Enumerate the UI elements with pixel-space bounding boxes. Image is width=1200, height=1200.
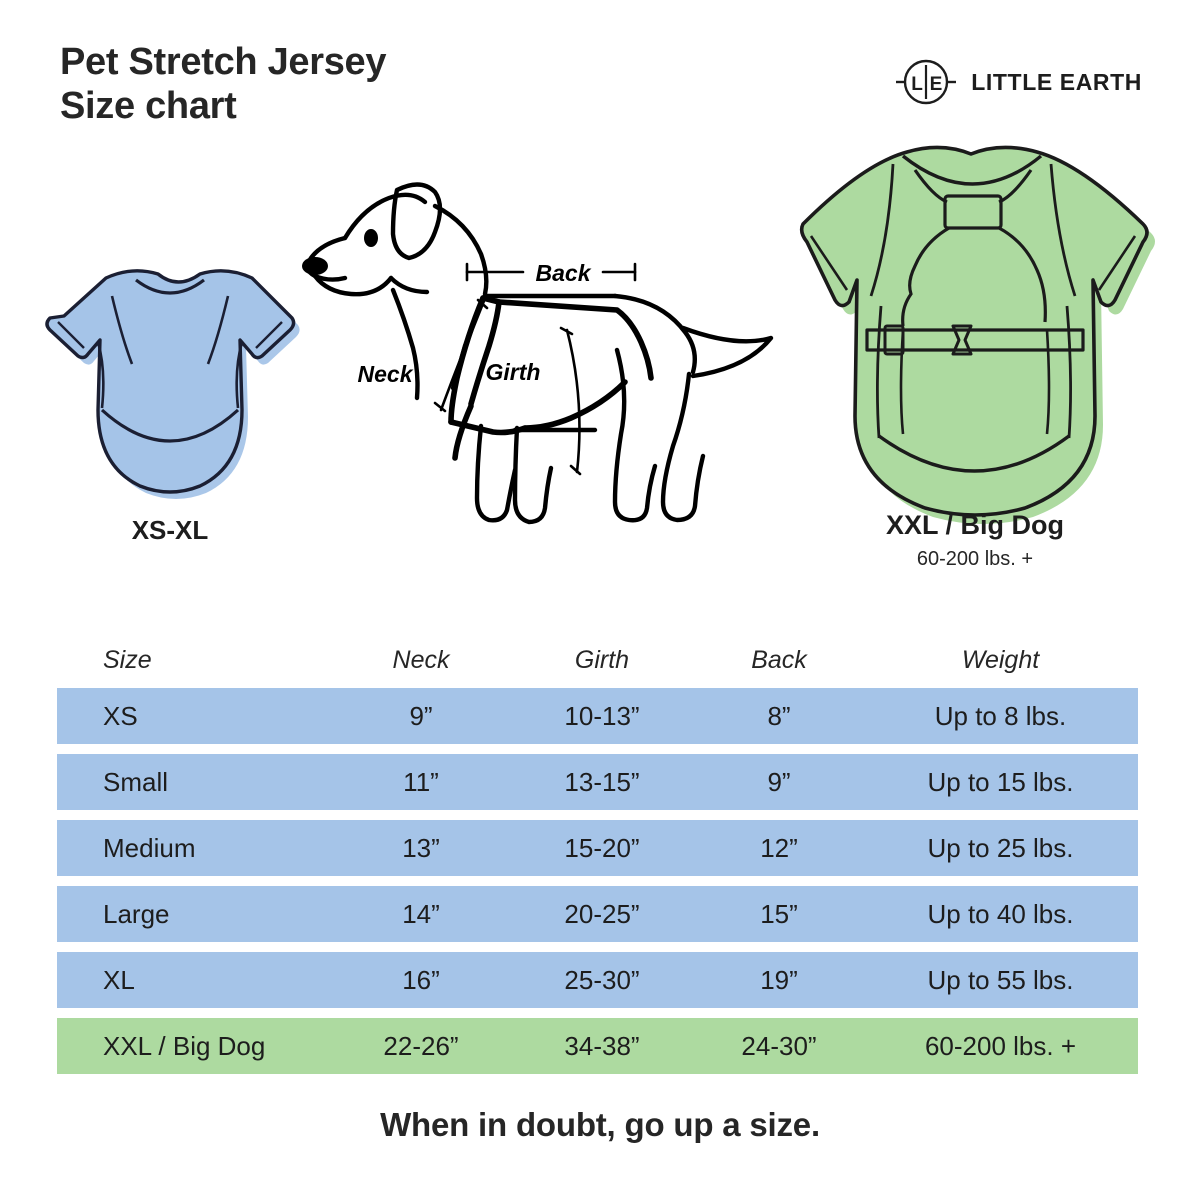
brand-name: LITTLE EARTH xyxy=(971,68,1142,95)
column-header-back: Back xyxy=(751,645,807,674)
cell-back: 12” xyxy=(760,832,798,863)
cell-weight: Up to 55 lbs. xyxy=(927,964,1074,995)
column-header-neck: Neck xyxy=(392,645,450,674)
cell-back: 9” xyxy=(767,766,791,797)
cell-back: 8” xyxy=(767,700,791,731)
caption-xxl: XXL / Big Dog xyxy=(885,510,1064,540)
dog-eye-icon xyxy=(364,229,378,247)
cell-neck: 9” xyxy=(409,700,433,731)
neck-label: Neck xyxy=(358,361,414,387)
cell-weight: Up to 15 lbs. xyxy=(927,766,1074,797)
cell-back: 19” xyxy=(760,964,798,995)
cell-weight: Up to 40 lbs. xyxy=(927,898,1074,929)
cell-girth: 20-25” xyxy=(564,898,640,929)
back-label: Back xyxy=(536,260,592,286)
table-row: XL 16” 25-30” 19” Up to 55 lbs. xyxy=(57,952,1138,1008)
cell-size: Large xyxy=(103,898,170,929)
cell-back: 15” xyxy=(760,898,798,929)
table-row: XS 9” 10-13” 8” Up to 8 lbs. xyxy=(57,688,1138,744)
header: Pet Stretch Jersey Size chart L E LITTLE… xyxy=(0,0,1200,150)
footer-note: When in doubt, go up a size. xyxy=(380,1106,820,1143)
cell-neck: 13” xyxy=(402,832,440,863)
table-row: Large 14” 20-25” 15” Up to 40 lbs. xyxy=(57,886,1138,942)
cell-weight: 60-200 lbs. + xyxy=(924,1030,1077,1061)
cell-girth: 13-15” xyxy=(564,766,640,797)
caption-xs-xl: XS-XL xyxy=(131,515,209,545)
cell-neck: 16” xyxy=(402,964,440,995)
table-row: Medium 13” 15-20” 12” Up to 25 lbs. xyxy=(57,820,1138,876)
column-header-girth: Girth xyxy=(574,645,630,674)
pet-jersey-blue-icon xyxy=(40,260,300,510)
circle-le-monogram-icon: L E xyxy=(895,58,957,106)
harness-neck-buckle-icon xyxy=(943,194,1003,230)
cell-size: XXL / Big Dog xyxy=(103,1030,266,1061)
cell-size: XL xyxy=(103,964,135,995)
cell-size: Small xyxy=(103,766,169,797)
brand-mark-letter-l: L xyxy=(911,74,923,95)
dog-measurement-diagram-icon: Neck Girth Back xyxy=(285,150,805,550)
harness-belt-buckle-icon xyxy=(951,324,973,356)
column-header-size: Size xyxy=(103,645,152,674)
cell-size: Medium xyxy=(103,832,196,863)
table-row: XXL / Big Dog 22-26” 34-38” 24-30” 60-20… xyxy=(57,1018,1138,1074)
cell-neck: 14” xyxy=(402,898,440,929)
brand-logo: L E LITTLE EARTH xyxy=(895,58,1142,106)
table-header-row: Size Neck Girth Back Weight xyxy=(57,632,1138,688)
girth-measure-line xyxy=(565,328,581,474)
page-title: Pet Stretch Jersey Size chart xyxy=(60,41,387,128)
cell-weight: Up to 8 lbs. xyxy=(934,700,1067,731)
cell-girth: 34-38” xyxy=(564,1030,640,1061)
cell-girth: 10-13” xyxy=(564,700,640,731)
column-header-weight: Weight xyxy=(961,645,1040,674)
size-table: Size Neck Girth Back Weight XS 9” 10-13”… xyxy=(57,632,1138,1084)
girth-label: Girth xyxy=(486,359,541,385)
cell-weight: Up to 25 lbs. xyxy=(927,832,1074,863)
neck-measure-line xyxy=(439,300,485,412)
cell-girth: 15-20” xyxy=(564,832,640,863)
illustration-row: XS-XL xyxy=(0,130,1200,600)
pet-jersey-green-harness-icon xyxy=(775,130,1175,530)
cell-neck: 22-26” xyxy=(383,1030,459,1061)
dog-nose-icon xyxy=(302,257,328,275)
caption-xxl-weight: 60-200 lbs. + xyxy=(916,548,1034,570)
cell-neck: 11” xyxy=(403,766,439,797)
cell-girth: 25-30” xyxy=(564,964,640,995)
brand-mark-letter-e: E xyxy=(930,74,943,95)
cell-size: XS xyxy=(103,700,138,731)
table-row: Small 11” 13-15” 9” Up to 15 lbs. xyxy=(57,754,1138,810)
harness-belt-strap xyxy=(865,328,1085,352)
cell-back: 24-30” xyxy=(741,1030,817,1061)
